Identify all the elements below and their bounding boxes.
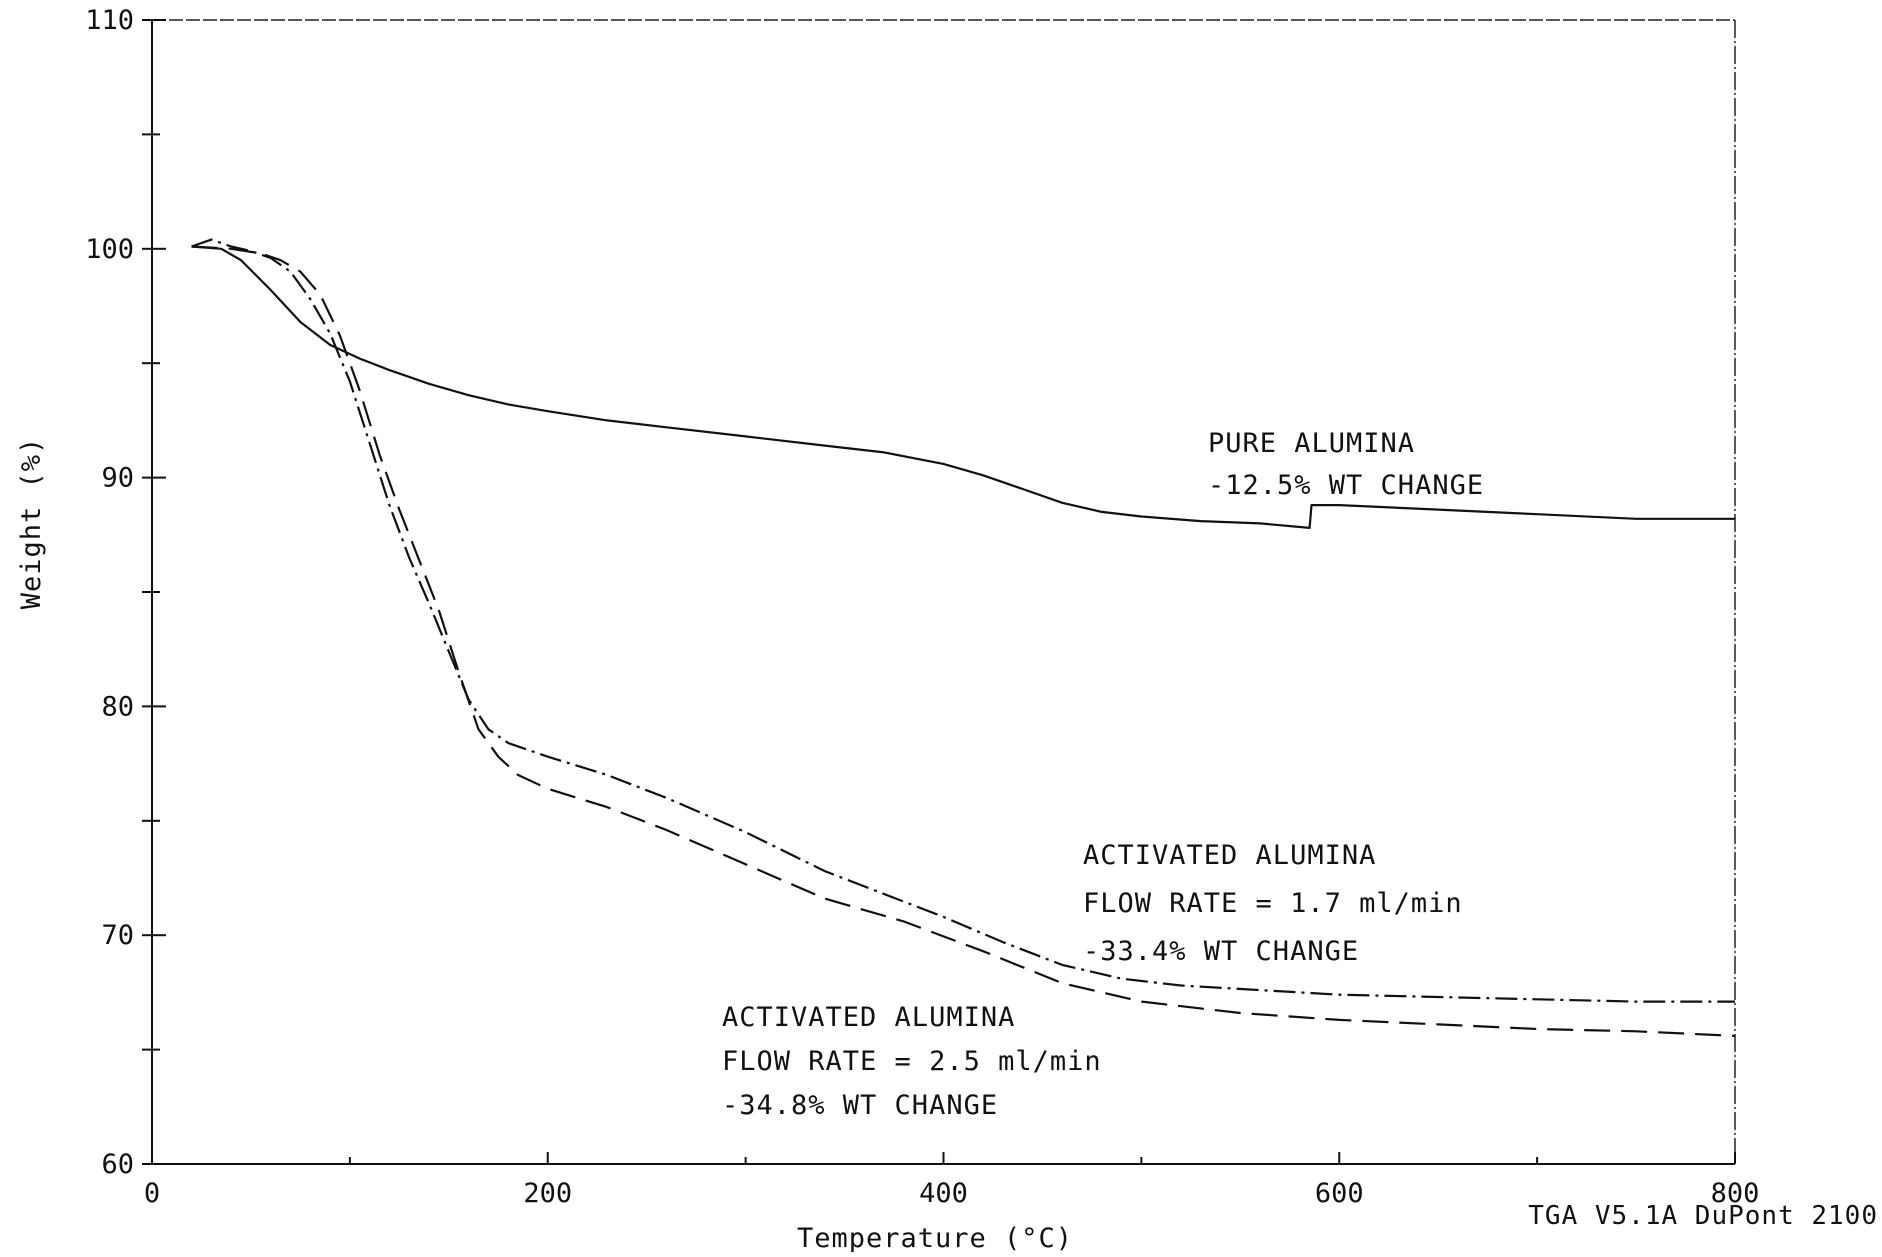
y-tick-label: 90 — [101, 463, 134, 494]
annotation-pure-line: PURE ALUMINA — [1208, 428, 1415, 459]
series-layer — [191, 238, 1736, 1037]
y-tick-label: 80 — [101, 691, 134, 722]
x-tick-label: 0 — [144, 1178, 160, 1209]
series-line-flow_1_7 — [191, 238, 1735, 1003]
y-tick-label: 100 — [85, 234, 134, 265]
y-tick-label: 60 — [101, 1149, 134, 1180]
axes: 0 200 400 600 800 60 70 80 90 100 110 — [85, 5, 1759, 1209]
x-tick-label: 600 — [1315, 1178, 1364, 1209]
annotation-flow_2_5-line: FLOW RATE = 2.5 ml/min — [722, 1046, 1102, 1077]
annotation-flow_1_7-line: FLOW RATE = 1.7 ml/min — [1083, 888, 1463, 919]
annotation-pure-line: -12.5% WT CHANGE — [1208, 470, 1484, 501]
x-tick-label: 200 — [523, 1178, 572, 1209]
x-tick-label: 800 — [1711, 1178, 1760, 1209]
annotation-flow_2_5-line: -34.8% WT CHANGE — [722, 1090, 998, 1121]
y-tick-label: 110 — [85, 5, 134, 36]
annotation-flow_1_7-line: ACTIVATED ALUMINA — [1083, 840, 1376, 871]
annotation-flow_2_5-line: ACTIVATED ALUMINA — [722, 1002, 1015, 1033]
series-line-pure — [191, 245, 1735, 529]
y-tick-label: 70 — [101, 920, 134, 951]
text-layer: Temperature (°C) Weight (%) TGA V5.1A Du… — [16, 428, 1878, 1254]
y-axis-title: Weight (%) — [16, 437, 47, 610]
instrument-footer: TGA V5.1A DuPont 2100 — [1528, 1201, 1878, 1231]
series-line-flow_2_5 — [191, 245, 1736, 1037]
x-tick-label: 400 — [919, 1178, 968, 1209]
x-axis-title: Temperature (°C) — [797, 1223, 1073, 1252]
annotation-flow_1_7-line: -33.4% WT CHANGE — [1083, 936, 1359, 967]
